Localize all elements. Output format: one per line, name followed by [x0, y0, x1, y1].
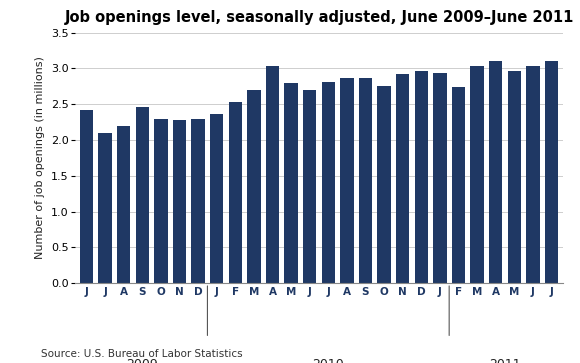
Bar [229, 102, 242, 283]
Bar [452, 87, 465, 283]
Bar [378, 86, 391, 283]
Bar [80, 110, 93, 283]
Bar [303, 90, 317, 283]
Bar [136, 107, 149, 283]
Bar [489, 61, 502, 283]
Bar [191, 119, 205, 283]
Bar [470, 66, 484, 283]
Bar [117, 126, 130, 283]
Bar [321, 82, 335, 283]
Bar [359, 78, 372, 283]
Bar [210, 114, 223, 283]
Bar [154, 119, 168, 283]
Bar [526, 66, 539, 283]
Text: 2009: 2009 [126, 358, 158, 363]
Bar [173, 120, 186, 283]
Bar [545, 61, 558, 283]
Title: Job openings level, seasonally adjusted, June 2009–June 2011: Job openings level, seasonally adjusted,… [64, 9, 574, 25]
Bar [433, 73, 447, 283]
Text: 2011: 2011 [489, 358, 521, 363]
Bar [340, 78, 354, 283]
Text: 2010: 2010 [313, 358, 344, 363]
Text: Source: U.S. Bureau of Labor Statistics: Source: U.S. Bureau of Labor Statistics [41, 349, 242, 359]
Bar [284, 83, 298, 283]
Bar [99, 133, 112, 283]
Bar [396, 74, 409, 283]
Bar [247, 90, 260, 283]
Bar [508, 71, 521, 283]
Bar [415, 70, 428, 283]
Bar [266, 66, 279, 283]
Y-axis label: Number of job openings (in millions): Number of job openings (in millions) [35, 57, 45, 259]
